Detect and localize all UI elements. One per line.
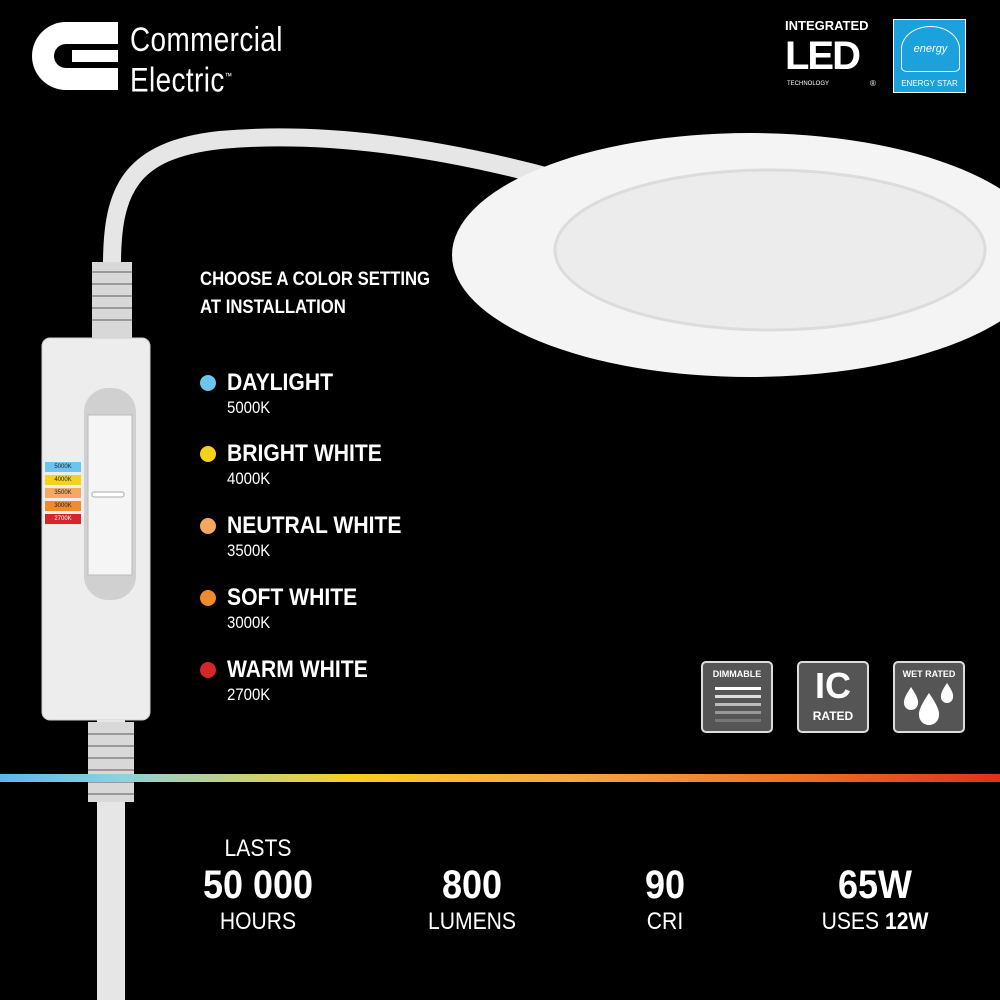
switch-label: 3500K	[45, 488, 81, 498]
registered-mark: ®	[870, 79, 876, 88]
heading-line1: CHOOSE A COLOR SETTING	[200, 269, 431, 290]
option-kelvin: 2700K	[227, 685, 271, 704]
water-drops-icon	[903, 683, 954, 725]
cord-ribs-top	[92, 262, 132, 340]
stat-value: 800	[441, 863, 503, 907]
stat-top: LASTS	[224, 835, 292, 862]
integrated-label: INTEGRATED	[785, 18, 869, 33]
stat-cri: 90 CRI	[565, 862, 765, 935]
stat-value: 90	[644, 863, 686, 907]
heading-line2: AT INSTALLATION	[200, 297, 346, 318]
stat-unit: USES	[821, 908, 885, 935]
dimmable-badge: DIMMABLE	[701, 661, 773, 733]
commercial-electric-logo-icon	[32, 22, 118, 90]
led-logo: LED	[785, 34, 861, 78]
stat-wattage: 65W USES 12W	[775, 862, 975, 935]
stat-unit: LUMENS	[427, 908, 517, 935]
option-kelvin: 3500K	[227, 541, 271, 560]
cord-ribs-bottom	[88, 722, 134, 802]
color-dot-icon	[200, 375, 216, 391]
stat-lifetime: LASTS 50 000 HOURS	[158, 835, 358, 935]
energy-star-logo: energy ENERGY STAR	[893, 19, 966, 93]
energy-star-icon: energy	[901, 26, 960, 72]
stat-unit: HOURS	[219, 908, 297, 935]
stat-value: 65W	[837, 863, 913, 907]
option-name: WARM WHITE	[227, 656, 368, 683]
lamp-lens	[553, 168, 987, 332]
option-kelvin: 4000K	[227, 469, 271, 488]
switch-label: 5000K	[45, 462, 81, 472]
option-name: BRIGHT WHITE	[227, 440, 382, 467]
stat-lumens: 800 LUMENS	[372, 862, 572, 935]
color-dot-icon	[200, 590, 216, 606]
option-name: DAYLIGHT	[227, 369, 334, 396]
brand-name: Commercial Electric™	[130, 22, 283, 98]
wet-rated-badge: WET RATED	[893, 661, 965, 733]
ic-rated-badge: IC RATED	[797, 661, 869, 733]
switch-label: 3000K	[45, 501, 81, 511]
ic-label: IC	[815, 665, 851, 706]
switch-label: 2700K	[45, 514, 81, 524]
option-name: NEUTRAL WHITE	[227, 512, 402, 539]
option-name: SOFT WHITE	[227, 584, 358, 611]
cord-top	[103, 128, 563, 266]
switch-label: 4000K	[45, 475, 81, 485]
color-dot-icon	[200, 662, 216, 678]
trademark: ™	[224, 71, 233, 81]
option-kelvin: 5000K	[227, 398, 271, 417]
brand-line2: Electric	[130, 61, 225, 100]
color-setting-heading: CHOOSE A COLOR SETTING AT INSTALLATION	[200, 266, 430, 322]
dimmable-label: DIMMABLE	[712, 669, 762, 679]
stat-value: 50 000	[202, 863, 314, 907]
color-dot-icon	[200, 518, 216, 534]
rated-label: RATED	[812, 709, 854, 723]
stat-unit: CRI	[646, 908, 684, 935]
wet-rated-label: WET RATED	[902, 669, 956, 679]
color-spectrum-bar	[0, 774, 1000, 782]
dimmer-lines-icon	[715, 687, 761, 722]
led-technology-label: TECHNOLOGY	[787, 81, 830, 87]
brand-line1: Commercial	[130, 21, 283, 59]
energy-star-label: ENERGY STAR	[901, 79, 958, 88]
actual-wattage: 12W	[884, 908, 929, 935]
option-kelvin: 3000K	[227, 613, 271, 632]
color-dot-icon	[200, 446, 216, 462]
